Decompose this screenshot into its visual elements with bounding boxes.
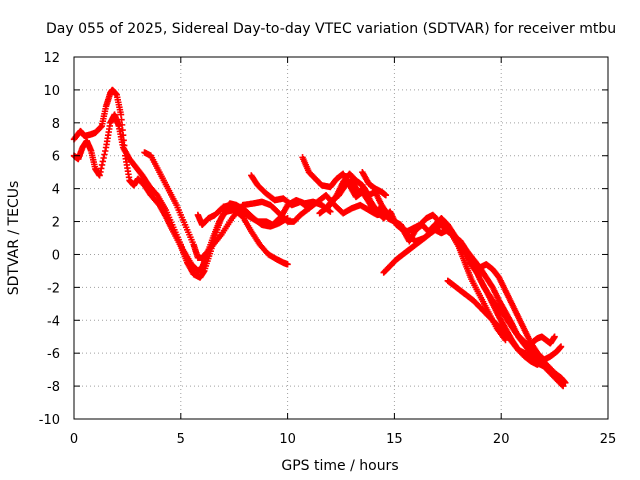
y-tick-label: 10 bbox=[43, 84, 60, 99]
plot-frame bbox=[73, 56, 609, 420]
series-track-3 bbox=[141, 149, 313, 261]
data-point bbox=[551, 333, 558, 340]
data-point bbox=[98, 165, 105, 172]
y-tick-label: 12 bbox=[43, 51, 60, 66]
data-point bbox=[96, 172, 103, 179]
data-point bbox=[102, 147, 109, 155]
data-point bbox=[100, 154, 107, 162]
series-track-5 bbox=[248, 172, 390, 219]
data-point bbox=[534, 361, 541, 368]
y-tick-label: 4 bbox=[52, 183, 60, 198]
data-point bbox=[559, 382, 566, 389]
series-track-11 bbox=[444, 277, 541, 368]
data-point bbox=[559, 382, 567, 390]
y-tick-label: 0 bbox=[52, 248, 60, 263]
series-track-13 bbox=[525, 333, 558, 350]
x-axis-ticks: 0 5 10 15 20 25 bbox=[70, 57, 616, 447]
x-tick-label: 15 bbox=[386, 432, 403, 447]
y-tick-label: -4 bbox=[47, 314, 60, 329]
x-tick-label: 25 bbox=[600, 432, 617, 447]
data-point bbox=[326, 207, 333, 215]
x-axis-label: GPS time / hours bbox=[281, 458, 398, 474]
data-point bbox=[557, 343, 565, 350]
data-point bbox=[382, 192, 390, 199]
series-track-9 bbox=[359, 168, 390, 199]
series-track-6 bbox=[299, 154, 509, 344]
x-tick-label: 20 bbox=[493, 432, 510, 447]
y-tick-label: 8 bbox=[52, 117, 60, 132]
data-point bbox=[99, 158, 107, 165]
y-tick-label: 6 bbox=[52, 150, 60, 165]
y-tick-label: -2 bbox=[47, 281, 60, 296]
series-track-2 bbox=[70, 111, 291, 275]
data-points bbox=[70, 86, 569, 390]
y-axis-ticks: -10 -8 -6 -4 -2 0 2 4 6 8 10 12 bbox=[39, 51, 608, 428]
x-tick-label: 10 bbox=[279, 432, 296, 447]
data-point bbox=[101, 151, 108, 158]
y-tick-label: -6 bbox=[47, 347, 60, 362]
data-point bbox=[97, 168, 104, 176]
y-tick-label: -8 bbox=[47, 380, 60, 395]
data-point bbox=[284, 261, 291, 268]
chart-title: Day 055 of 2025, Sidereal Day-to-day VTE… bbox=[46, 21, 616, 37]
data-point bbox=[97, 123, 105, 131]
grid-lines bbox=[74, 57, 608, 419]
y-tick-label: -10 bbox=[39, 413, 60, 428]
data-point bbox=[327, 208, 334, 215]
series-track-10 bbox=[380, 226, 567, 390]
x-tick-label: 5 bbox=[177, 432, 185, 447]
x-tick-label: 0 bbox=[70, 432, 78, 447]
data-point bbox=[98, 161, 106, 169]
y-axis-label: SDTVAR / TECUs bbox=[6, 181, 22, 296]
y-tick-label: 2 bbox=[52, 216, 60, 231]
